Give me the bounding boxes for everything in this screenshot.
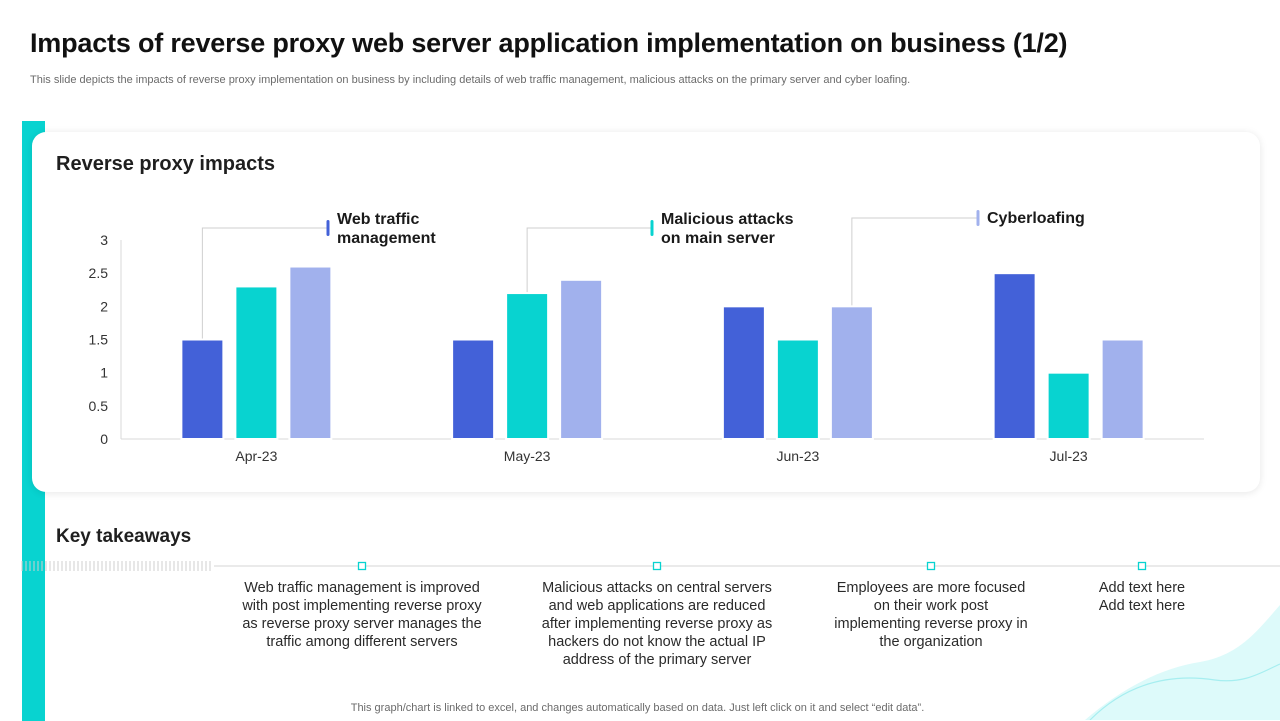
takeaways-title: Key takeaways — [56, 526, 192, 547]
callout-connector — [851, 217, 978, 307]
timeline-marker — [926, 561, 936, 571]
callout-legend-marker — [976, 210, 980, 226]
bar-cyberloafing-may-23[interactable] — [559, 278, 604, 440]
takeaway-item-1: Web traffic management is improved with … — [242, 580, 482, 650]
y-tick-label: 0 — [100, 431, 108, 447]
bar-malicious-attacks-on-main-server-jul-23[interactable] — [1046, 371, 1091, 440]
x-tick-label: Apr-23 — [235, 448, 277, 464]
bar-chart[interactable]: 0 0.5 1 1.5 2 2.5 3 Apr-23 May-23 Jun-23 Jul-23 — [0, 0, 1280, 500]
x-tick-label: May-23 — [504, 448, 551, 464]
callout-web-traffic-line2: management — [337, 230, 436, 247]
callout-cyberloafing: Cyberloafing — [987, 210, 1085, 227]
y-tick-label: 3 — [100, 232, 108, 248]
page-title: Impacts of reverse proxy web server appl… — [30, 28, 1068, 58]
callout-web-traffic: Web traffic management — [337, 210, 436, 248]
bar-malicious-attacks-on-main-server-may-23[interactable] — [505, 292, 550, 441]
y-tick-label: 2 — [100, 298, 108, 314]
bar-web-traffic-management-jun-23[interactable] — [721, 305, 766, 441]
page-subtitle: This slide depicts the impacts of revers… — [30, 74, 911, 86]
bar-cyberloafing-jul-23[interactable] — [1100, 338, 1145, 440]
callout-malicious-line1: Malicious attacks — [661, 211, 794, 228]
takeaway-item-4: Add text here Add text here — [1098, 580, 1186, 614]
y-tick-label: 2.5 — [89, 265, 109, 281]
callout-connector — [201, 227, 328, 340]
chart-title[interactable]: Reverse proxy impacts — [56, 153, 276, 175]
bar-cyberloafing-apr-23[interactable] — [288, 265, 333, 440]
wave-decoration — [1085, 605, 1280, 720]
timeline-ruler — [21, 561, 211, 571]
bar-cyberloafing-jun-23[interactable] — [829, 305, 874, 441]
callout-malicious-line2: on main server — [661, 230, 775, 247]
wave-line-decoration — [1089, 663, 1280, 720]
callout-web-traffic-line1: Web traffic — [337, 211, 420, 228]
bar-web-traffic-management-may-23[interactable] — [451, 338, 496, 440]
x-tick-label: Jun-23 — [776, 448, 819, 464]
takeaway-item-2: Malicious attacks on central servers and… — [541, 580, 773, 668]
timeline-marker — [357, 561, 367, 571]
callout-connector — [526, 227, 652, 294]
bar-web-traffic-management-jul-23[interactable] — [992, 272, 1037, 440]
x-tick-label: Jul-23 — [1050, 448, 1088, 464]
footnote: This graph/chart is linked to excel, and… — [350, 702, 925, 714]
timeline-marker — [1137, 561, 1147, 571]
y-tick-label: 0.5 — [89, 398, 109, 414]
bar-web-traffic-management-apr-23[interactable] — [180, 338, 225, 440]
takeaway-item-3: Employees are more focused on their work… — [834, 580, 1028, 650]
timeline-marker — [652, 561, 662, 571]
bar-malicious-attacks-on-main-server-jun-23[interactable] — [775, 338, 820, 440]
y-tick-label: 1.5 — [89, 332, 109, 348]
callout-legend-marker — [326, 220, 330, 236]
y-tick-label: 1 — [100, 365, 108, 381]
callout-malicious-attacks: Malicious attacks on main server — [661, 210, 794, 248]
callout-legend-marker — [650, 220, 654, 236]
bar-malicious-attacks-on-main-server-apr-23[interactable] — [234, 285, 279, 440]
